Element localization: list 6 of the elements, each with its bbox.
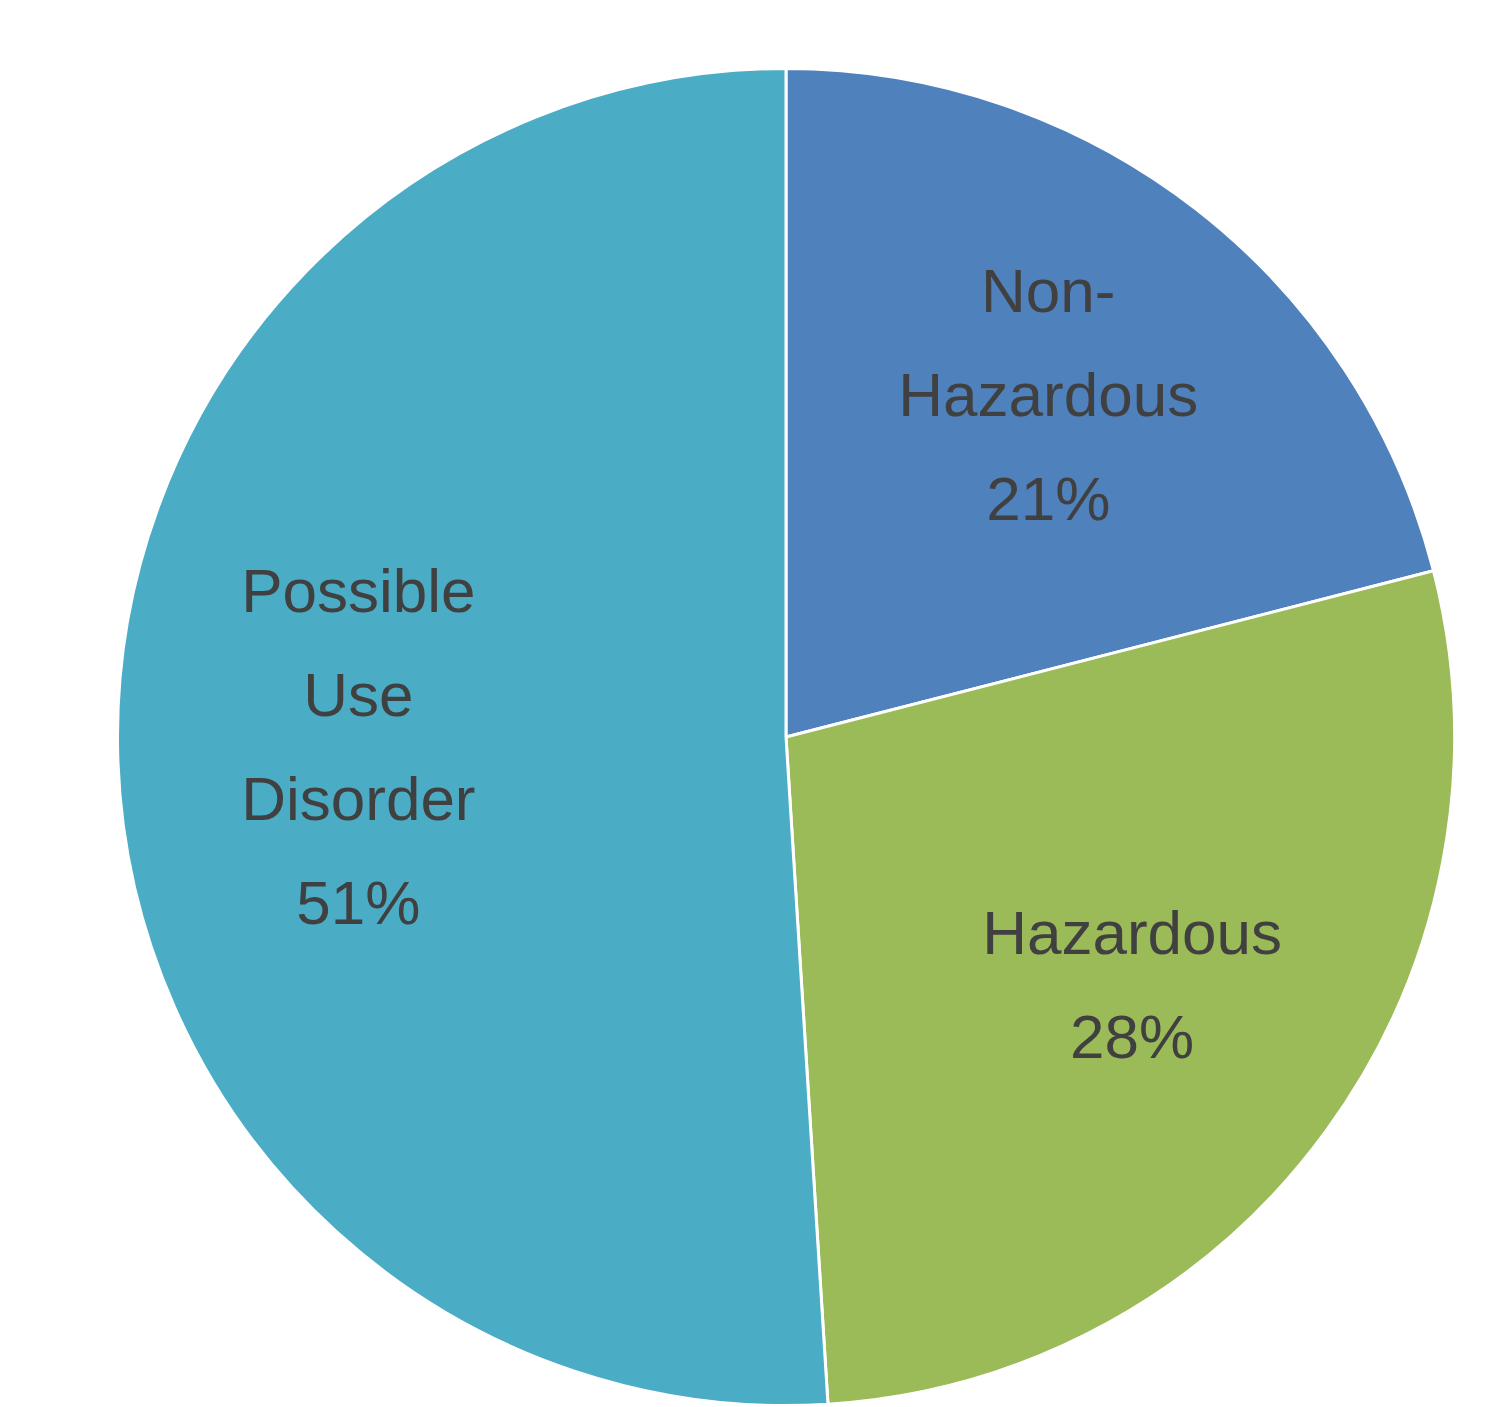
slice-label: Non-Hazardous	[898, 256, 1199, 430]
slice-label: Hazardous	[982, 897, 1283, 967]
data-label: 21%	[986, 464, 1111, 534]
slice-label: Possible Use Disorder	[241, 555, 476, 833]
data-label: 51%	[296, 867, 421, 937]
data-label: 28%	[1070, 1001, 1195, 1071]
